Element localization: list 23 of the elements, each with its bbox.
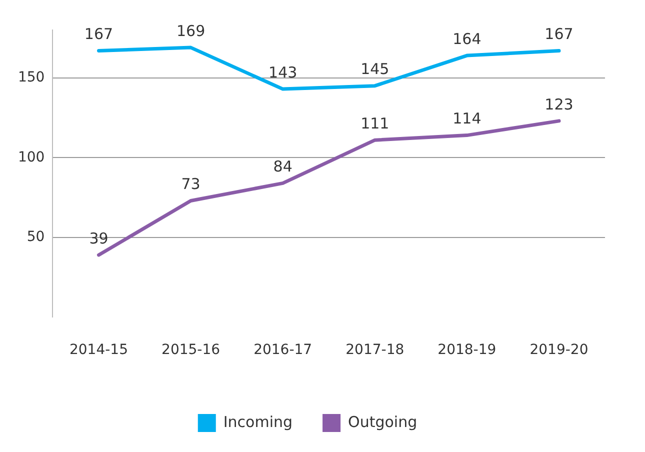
y-tick-label: 100 (18, 149, 45, 166)
x-tick-label: 2017-18 (346, 342, 404, 358)
data-label: 164 (452, 30, 482, 48)
legend-label: Incoming (223, 412, 293, 431)
data-label: 114 (452, 110, 482, 128)
data-label: 167 (84, 25, 114, 44)
data-label: 123 (544, 95, 574, 114)
x-tick-label: 2015-16 (162, 342, 220, 358)
data-label: 169 (176, 22, 206, 40)
x-tick-label: 2014-15 (69, 342, 128, 358)
data-label: 84 (273, 158, 292, 176)
x-tick-label: 2019-20 (530, 342, 588, 358)
y-tick-label: 50 (26, 229, 45, 246)
data-label: 39 (89, 229, 108, 248)
data-label: 145 (360, 60, 390, 78)
x-tick-label: 2018-19 (438, 342, 496, 358)
y-tick-label: 150 (18, 70, 45, 86)
data-label: 167 (544, 25, 574, 44)
data-label: 73 (181, 175, 200, 194)
data-label: 111 (360, 114, 390, 132)
x-tick-label: 2016-17 (254, 342, 312, 358)
legend-label: Outgoing (348, 412, 418, 431)
data-label: 143 (268, 63, 298, 82)
